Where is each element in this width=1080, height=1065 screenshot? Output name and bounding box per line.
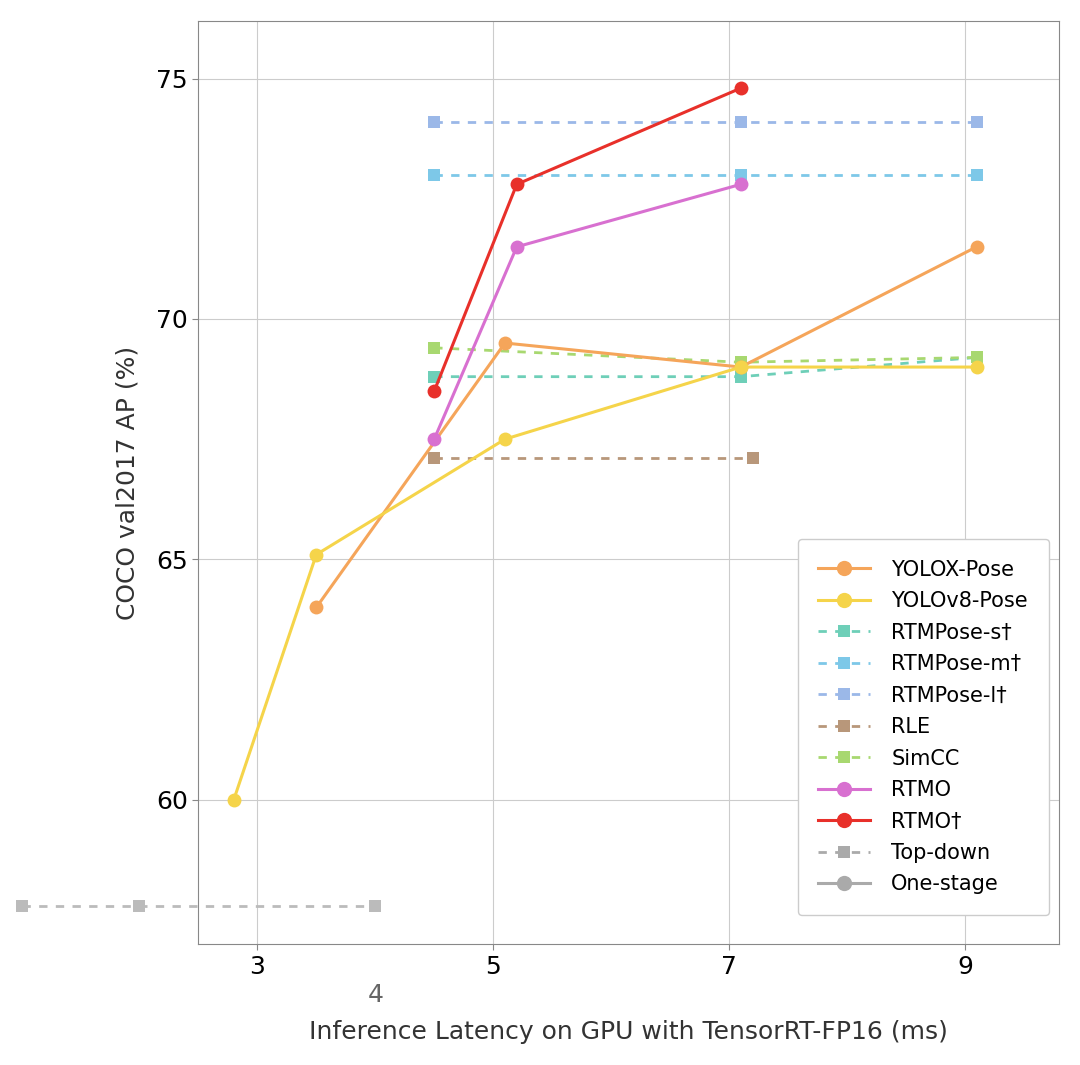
Legend: YOLOX-Pose, YOLOv8-Pose, RTMPose-s†, RTMPose-m†, RTMPose-l†, RLE, SimCC, RTMO, R: YOLOX-Pose, YOLOv8-Pose, RTMPose-s†, RTM… — [797, 539, 1049, 915]
Y-axis label: COCO val2017 AP (%): COCO val2017 AP (%) — [116, 345, 139, 620]
X-axis label: Inference Latency on GPU with TensorRT-FP16 (ms): Inference Latency on GPU with TensorRT-F… — [309, 1020, 948, 1044]
Text: 4: 4 — [367, 983, 383, 1007]
